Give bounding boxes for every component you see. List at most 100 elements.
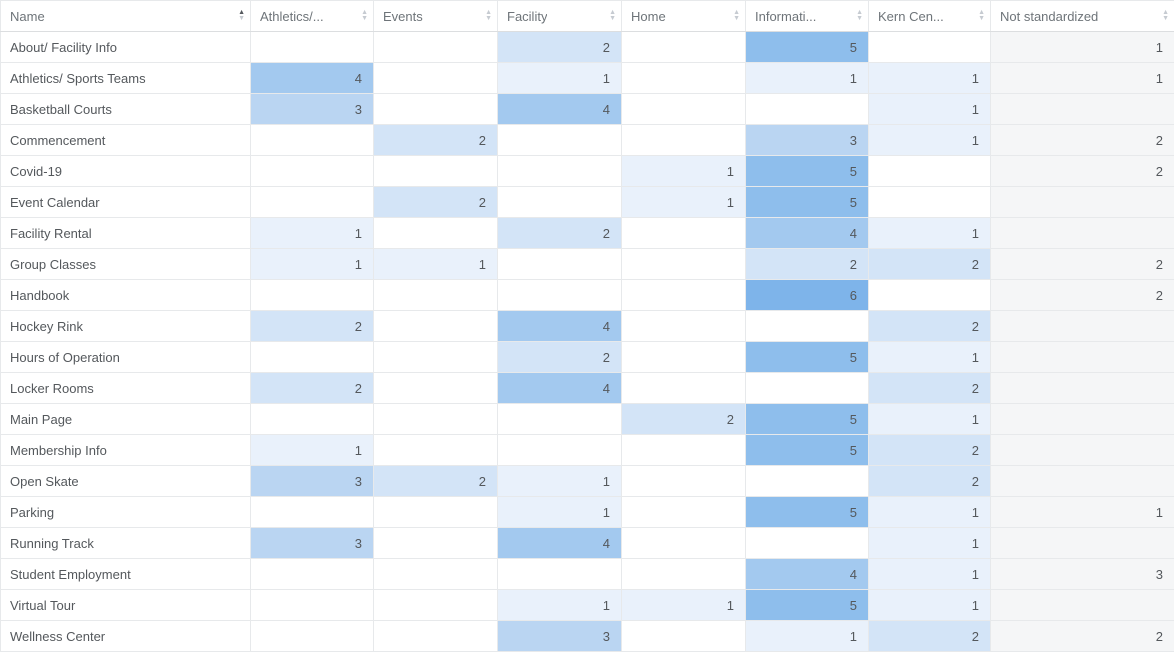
value-cell-not_standardized[interactable]: 2 (990, 248, 1174, 280)
sort-asc-icon[interactable]: ▲ (238, 9, 245, 16)
value-cell-events[interactable] (373, 31, 498, 63)
value-cell-not_standardized[interactable] (990, 403, 1174, 435)
value-cell-kern[interactable] (868, 186, 991, 218)
value-cell-home[interactable] (621, 248, 746, 280)
sort-asc-icon[interactable]: ▲ (361, 9, 368, 16)
value-cell-home[interactable] (621, 341, 746, 373)
value-cell-home[interactable] (621, 527, 746, 559)
column-header-athletics[interactable]: Athletics/... ▲ ▼ (250, 0, 374, 32)
sort-asc-icon[interactable]: ▲ (609, 9, 616, 16)
value-cell-athletics[interactable]: 3 (250, 93, 374, 125)
value-cell-events[interactable]: 2 (373, 186, 498, 218)
value-cell-home[interactable] (621, 465, 746, 497)
row-name-cell[interactable]: Virtual Tour (0, 589, 251, 621)
value-cell-home[interactable] (621, 62, 746, 94)
value-cell-kern[interactable]: 1 (868, 217, 991, 249)
value-cell-facility[interactable] (497, 434, 622, 466)
value-cell-events[interactable] (373, 558, 498, 590)
row-name-cell[interactable]: Athletics/ Sports Teams (0, 62, 251, 94)
value-cell-events[interactable] (373, 93, 498, 125)
value-cell-home[interactable] (621, 31, 746, 63)
value-cell-kern[interactable]: 1 (868, 93, 991, 125)
value-cell-not_standardized[interactable]: 2 (990, 279, 1174, 311)
value-cell-facility[interactable]: 4 (497, 93, 622, 125)
value-cell-facility[interactable] (497, 279, 622, 311)
value-cell-athletics[interactable] (250, 403, 374, 435)
sort-icon[interactable]: ▲ ▼ (238, 9, 245, 22)
value-cell-events[interactable] (373, 527, 498, 559)
value-cell-not_standardized[interactable]: 1 (990, 31, 1174, 63)
row-name-cell[interactable]: Open Skate (0, 465, 251, 497)
value-cell-events[interactable] (373, 341, 498, 373)
value-cell-information[interactable]: 4 (745, 217, 869, 249)
value-cell-events[interactable]: 2 (373, 124, 498, 156)
value-cell-not_standardized[interactable]: 2 (990, 155, 1174, 187)
sort-asc-icon[interactable]: ▲ (485, 9, 492, 16)
row-name-cell[interactable]: Running Track (0, 527, 251, 559)
value-cell-information[interactable]: 4 (745, 558, 869, 590)
value-cell-events[interactable] (373, 434, 498, 466)
column-header-home[interactable]: Home ▲ ▼ (621, 0, 746, 32)
value-cell-information[interactable]: 3 (745, 124, 869, 156)
value-cell-athletics[interactable] (250, 124, 374, 156)
value-cell-kern[interactable]: 2 (868, 465, 991, 497)
sort-icon[interactable]: ▲ ▼ (609, 9, 616, 22)
sort-desc-icon[interactable]: ▼ (238, 15, 245, 22)
value-cell-kern[interactable]: 1 (868, 589, 991, 621)
value-cell-events[interactable] (373, 62, 498, 94)
value-cell-not_standardized[interactable] (990, 310, 1174, 342)
value-cell-facility[interactable] (497, 124, 622, 156)
value-cell-information[interactable]: 5 (745, 31, 869, 63)
sort-icon[interactable]: ▲ ▼ (485, 9, 492, 22)
value-cell-events[interactable] (373, 589, 498, 621)
row-name-cell[interactable]: Group Classes (0, 248, 251, 280)
sort-asc-icon[interactable]: ▲ (733, 9, 740, 16)
sort-desc-icon[interactable]: ▼ (1162, 15, 1169, 22)
sort-icon[interactable]: ▲ ▼ (978, 9, 985, 22)
value-cell-kern[interactable]: 1 (868, 496, 991, 528)
value-cell-information[interactable]: 5 (745, 186, 869, 218)
row-name-cell[interactable]: Facility Rental (0, 217, 251, 249)
value-cell-home[interactable]: 2 (621, 403, 746, 435)
column-header-facility[interactable]: Facility ▲ ▼ (497, 0, 622, 32)
value-cell-events[interactable] (373, 403, 498, 435)
value-cell-information[interactable] (745, 465, 869, 497)
value-cell-kern[interactable]: 2 (868, 620, 991, 652)
value-cell-information[interactable]: 1 (745, 62, 869, 94)
value-cell-information[interactable]: 5 (745, 589, 869, 621)
value-cell-facility[interactable]: 4 (497, 310, 622, 342)
row-name-cell[interactable]: Wellness Center (0, 620, 251, 652)
value-cell-not_standardized[interactable] (990, 527, 1174, 559)
value-cell-events[interactable] (373, 310, 498, 342)
value-cell-information[interactable] (745, 527, 869, 559)
value-cell-athletics[interactable] (250, 31, 374, 63)
value-cell-not_standardized[interactable] (990, 465, 1174, 497)
value-cell-home[interactable] (621, 124, 746, 156)
value-cell-not_standardized[interactable]: 2 (990, 124, 1174, 156)
value-cell-facility[interactable]: 1 (497, 496, 622, 528)
value-cell-home[interactable] (621, 93, 746, 125)
value-cell-facility[interactable]: 2 (497, 31, 622, 63)
value-cell-athletics[interactable]: 3 (250, 465, 374, 497)
value-cell-not_standardized[interactable] (990, 372, 1174, 404)
row-name-cell[interactable]: Covid-19 (0, 155, 251, 187)
value-cell-events[interactable]: 1 (373, 248, 498, 280)
value-cell-athletics[interactable]: 4 (250, 62, 374, 94)
value-cell-kern[interactable] (868, 155, 991, 187)
value-cell-home[interactable]: 1 (621, 186, 746, 218)
sort-asc-icon[interactable]: ▲ (1162, 9, 1169, 16)
value-cell-athletics[interactable]: 3 (250, 527, 374, 559)
sort-icon[interactable]: ▲ ▼ (1162, 9, 1169, 22)
row-name-cell[interactable]: Student Employment (0, 558, 251, 590)
row-name-cell[interactable]: Handbook (0, 279, 251, 311)
value-cell-home[interactable] (621, 279, 746, 311)
value-cell-athletics[interactable]: 2 (250, 372, 374, 404)
value-cell-home[interactable]: 1 (621, 155, 746, 187)
row-name-cell[interactable]: Hours of Operation (0, 341, 251, 373)
value-cell-facility[interactable] (497, 155, 622, 187)
value-cell-not_standardized[interactable]: 2 (990, 620, 1174, 652)
column-header-events[interactable]: Events ▲ ▼ (373, 0, 498, 32)
value-cell-home[interactable] (621, 217, 746, 249)
sort-asc-icon[interactable]: ▲ (856, 9, 863, 16)
sort-desc-icon[interactable]: ▼ (978, 15, 985, 22)
